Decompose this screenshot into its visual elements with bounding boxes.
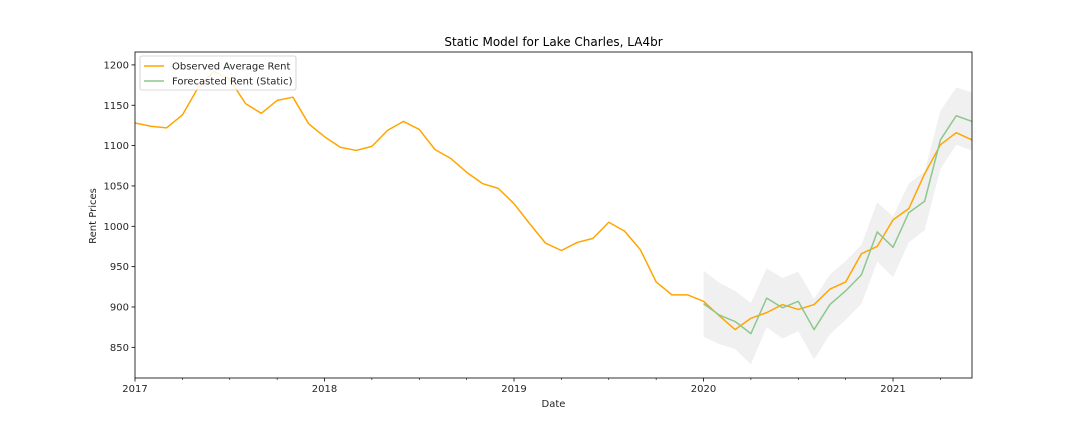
y-axis-label: Rent Prices — [88, 188, 99, 244]
y-tick-label: 1150 — [104, 101, 129, 112]
y-tick-label: 950 — [110, 262, 129, 273]
plot-frame — [134, 51, 973, 379]
y-tick-label: 850 — [110, 343, 129, 354]
legend: Observed Average Rent Forecasted Rent (St… — [139, 55, 297, 91]
x-tick-label: 2019 — [501, 384, 526, 395]
legend-label: Observed Average Rent — [172, 62, 291, 73]
series-line-forecast — [703, 114, 973, 335]
chart-title: Static Model for Lake Charles, LA4br — [444, 35, 662, 49]
plot-area — [134, 70, 973, 365]
y-tick-label: 1050 — [104, 181, 129, 192]
y-tick-label: 1000 — [104, 222, 129, 233]
y-tick-label: 900 — [110, 302, 129, 313]
x-tick-label: 2020 — [691, 384, 716, 395]
forecast-confidence-band — [703, 87, 972, 365]
series-line-observed — [134, 70, 973, 331]
y-tick-label: 1100 — [104, 141, 129, 152]
x-tick-label: 2018 — [312, 384, 337, 395]
x-axis-label: Date — [542, 399, 566, 410]
y-axis: 850 900 950 1000 1050 1100 1150 1200 — [104, 60, 135, 354]
legend-label: Forecasted Rent (Static) — [172, 77, 293, 88]
x-tick-label: 2017 — [122, 384, 147, 395]
y-tick-label: 1200 — [104, 60, 129, 71]
x-tick-label: 2021 — [880, 384, 905, 395]
x-axis: 2017 2018 2019 2020 2021 — [122, 378, 941, 395]
legend-box — [139, 55, 297, 91]
